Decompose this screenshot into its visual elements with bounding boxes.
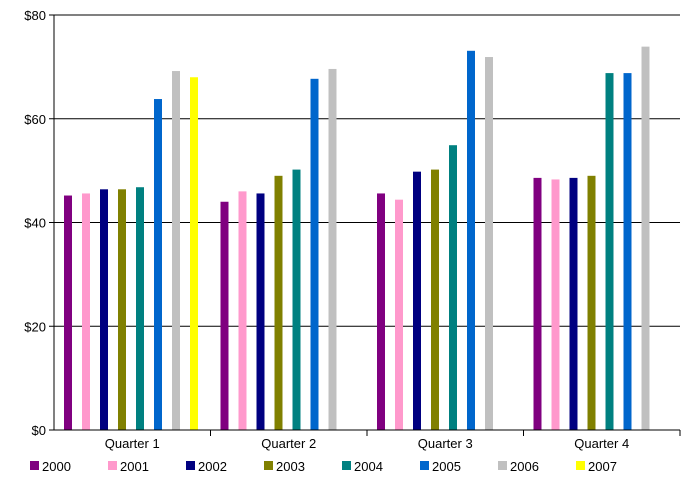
bar-2004-q4 bbox=[605, 73, 614, 430]
legend-swatch-2005 bbox=[420, 461, 429, 470]
x-category-label: Quarter 2 bbox=[261, 436, 316, 451]
legend-swatch-2007 bbox=[576, 461, 585, 470]
bar-2000-q1 bbox=[64, 195, 72, 430]
y-tick-label: $0 bbox=[32, 423, 46, 438]
legend-label-2000: 2000 bbox=[42, 459, 71, 474]
x-axis-category-labels: Quarter 1 Quarter 2 Quarter 3 Quarter 4 bbox=[105, 436, 629, 451]
x-category-label: Quarter 3 bbox=[418, 436, 473, 451]
axes bbox=[49, 14, 681, 436]
legend-label-2004: 2004 bbox=[354, 459, 383, 474]
legend-label-2007: 2007 bbox=[588, 459, 617, 474]
bar-2006-q4 bbox=[641, 46, 650, 431]
legend-label-2005: 2005 bbox=[432, 459, 461, 474]
bar-2005-q3 bbox=[467, 50, 475, 430]
bar-2004-q3 bbox=[449, 145, 457, 431]
legend-swatch-2004 bbox=[342, 461, 351, 470]
bar-2002-q3 bbox=[413, 171, 421, 430]
bar-2003-q1 bbox=[118, 189, 126, 430]
bar-2002-q4 bbox=[569, 177, 578, 430]
legend-label-2001: 2001 bbox=[120, 459, 149, 474]
x-category-label: Quarter 4 bbox=[574, 436, 629, 451]
legend-label-2006: 2006 bbox=[510, 459, 539, 474]
bar-2001-q3 bbox=[395, 199, 403, 430]
bar-2006-q1 bbox=[172, 71, 180, 431]
legend-swatch-2001 bbox=[108, 461, 117, 470]
bar-2005-q4 bbox=[623, 73, 632, 430]
bar-2001-q1 bbox=[82, 193, 90, 430]
bar-2004-q1 bbox=[136, 187, 144, 430]
bar-2002-q2 bbox=[256, 193, 265, 430]
bar-2002-q1 bbox=[100, 189, 108, 430]
bar-2006-q2 bbox=[328, 68, 337, 430]
y-tick-label: $40 bbox=[24, 216, 46, 231]
bar-2003-q4 bbox=[587, 175, 596, 430]
bar-2004-q2 bbox=[292, 169, 301, 430]
bar-2006-q3 bbox=[485, 57, 493, 431]
bar-2000-q2 bbox=[220, 201, 229, 430]
bar-2005-q2 bbox=[310, 78, 319, 431]
bar-2001-q2 bbox=[238, 191, 247, 430]
legend-swatch-2003 bbox=[264, 461, 273, 470]
legend-swatch-2002 bbox=[186, 461, 195, 470]
gridlines bbox=[54, 14, 680, 327]
y-tick-label: $80 bbox=[24, 8, 46, 23]
y-tick-label: $20 bbox=[24, 319, 46, 334]
legend: 2000 2001 2002 2003 2004 2005 2006 2007 bbox=[30, 459, 617, 474]
bar-2007-q1 bbox=[190, 77, 198, 430]
bar-2000-q3 bbox=[377, 193, 385, 430]
legend-swatch-2006 bbox=[498, 461, 507, 470]
bar-2003-q3 bbox=[431, 169, 439, 430]
bar-2005-q1 bbox=[154, 99, 162, 430]
y-axis-tick-labels: $0 $20 $40 $60 $80 bbox=[24, 8, 46, 438]
x-category-label: Quarter 1 bbox=[105, 436, 160, 451]
bar-2000-q4 bbox=[533, 177, 542, 430]
bars bbox=[64, 46, 650, 431]
legend-swatch-2000 bbox=[30, 461, 39, 470]
bar-2001-q4 bbox=[551, 179, 560, 430]
bar-2003-q2 bbox=[274, 175, 283, 430]
legend-label-2002: 2002 bbox=[198, 459, 227, 474]
legend-label-2003: 2003 bbox=[276, 459, 305, 474]
y-tick-label: $60 bbox=[24, 112, 46, 127]
